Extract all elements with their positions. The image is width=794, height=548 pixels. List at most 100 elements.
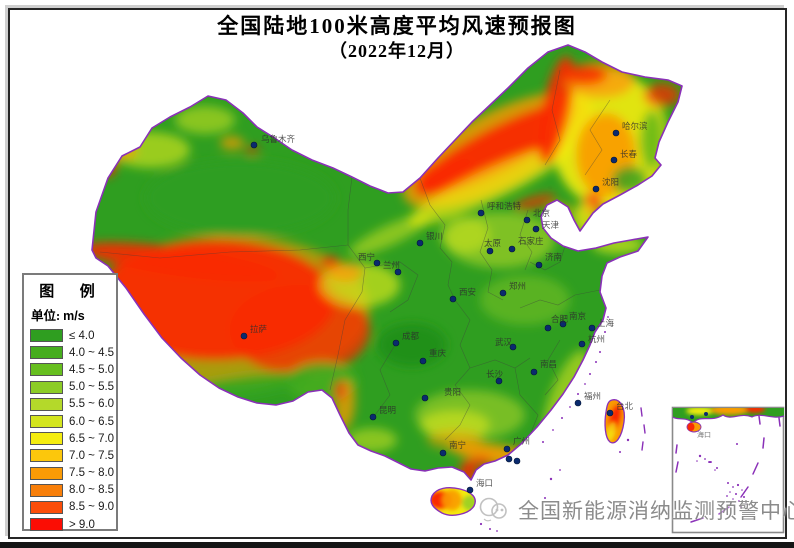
city-label: 重庆 [429,348,447,358]
legend-item-label: ≤ 4.0 [69,329,95,342]
coastal-islands [479,316,630,532]
city-marker [513,457,521,465]
city-marker-乌鲁木齐 [250,141,258,149]
watermark: 全国新能源消纳监测预警中心 [477,495,794,525]
city-label: 广州 [513,436,530,446]
legend-swatch [30,466,63,480]
city-label: 长沙 [486,369,504,379]
city-label: 乌鲁木齐 [261,134,296,144]
city-label: 西安 [459,287,476,297]
city-marker-天津 [532,225,540,233]
city-marker-海口 [466,486,474,494]
legend-swatch [30,380,63,394]
hainan-island [430,487,476,516]
city-label: 北京 [533,208,550,218]
city-label: 拉萨 [250,324,268,334]
legend-swatch [30,363,63,377]
legend-item: 6.5 ~ 7.0 [24,430,116,447]
city-marker-哈尔滨 [612,129,620,137]
city-label: 南京 [569,311,586,321]
legend-swatch [30,432,63,446]
city-marker-北京 [523,216,531,224]
legend-item: 6.0 ~ 6.5 [24,413,116,430]
legend-swatch [30,397,63,411]
legend-item-label: 6.0 ~ 6.5 [69,415,115,428]
map-subtitle: （2022年12月） [329,41,465,61]
legend-item-label: 4.0 ~ 4.5 [69,346,115,359]
city-label: 太原 [484,238,501,248]
legend-item: 7.5 ~ 8.0 [24,465,116,482]
city-marker-南京 [559,320,567,328]
city-marker-长春 [610,156,618,164]
city-label: 石家庄 [518,236,544,246]
city-label: 台北 [616,401,634,411]
city-label: 西宁 [358,252,375,262]
city-label: 济南 [545,252,562,262]
legend-item-label: 7.0 ~ 7.5 [69,449,115,462]
sea-islands [696,443,747,508]
legend-swatch [30,500,63,514]
city-label: 天津 [542,220,560,230]
city-label: 福州 [584,391,601,401]
legend-item: 5.0 ~ 5.5 [24,379,116,396]
legend-item-label: 5.0 ~ 5.5 [69,381,115,394]
legend-item-label: 7.5 ~ 8.0 [69,467,115,480]
legend-item: 4.0 ~ 4.5 [24,344,116,361]
legend-unit: 单位: m/s [31,305,116,324]
city-marker-台北 [606,409,614,417]
city-label: 南宁 [449,440,466,450]
legend-swatch [30,449,63,463]
city-label: 南昌 [540,359,557,369]
legend-unit-value: m/s [63,309,85,323]
legend-item: > 9.0 [24,516,116,533]
legend-item-label: 4.5 ~ 5.0 [69,363,115,376]
city-marker [505,455,513,463]
city-label: 贵阳 [444,387,461,397]
legend-item-label: 8.5 ~ 9.0 [69,501,115,514]
legend-item-label: > 9.0 [69,518,95,531]
legend-swatch [30,346,63,360]
title-block: 全国陆地100米高度平均风速预报图 （2022年12月） [0,13,794,63]
city-marker-太原 [486,247,494,255]
legend-title: 图 例 [39,284,101,300]
bottom-black-bar [0,542,794,548]
legend-item-label: 6.5 ~ 7.0 [69,432,115,445]
city-marker-贵阳 [421,394,429,402]
city-marker-成都 [392,339,400,347]
city-label: 杭州 [588,334,605,344]
legend-item: 7.0 ~ 7.5 [24,447,116,464]
city-marker-银川 [416,239,424,247]
watermark-logo-icon [479,497,507,522]
china-coastline [91,44,683,481]
city-label: 合肥 [551,314,569,324]
legend-item-label: 5.5 ~ 6.0 [69,398,115,411]
city-marker-西宁 [373,259,381,267]
city-label: 海口 [476,478,493,488]
city-label: 兰州 [383,260,400,270]
city-marker-杭州 [578,340,586,348]
city-label: 昆明 [379,405,396,415]
legend-item: 5.5 ~ 6.0 [24,396,116,413]
legend-swatch [30,329,63,343]
city-label: 沈阳 [602,177,619,187]
legend-item: ≤ 4.0 [24,327,116,344]
city-label: 银川 [426,231,443,241]
watermark-text: 全国新能源消纳监测预警中心 [518,500,794,523]
legend-item: 4.5 ~ 5.0 [24,361,116,378]
province-borders [99,69,611,441]
city-marker-呼和浩特 [477,209,485,217]
legend-item-label: 8.0 ~ 8.5 [69,484,115,497]
city-marker-南宁 [439,449,447,457]
city-marker-济南 [535,261,543,269]
city-marker-郑州 [499,289,507,297]
legend-swatch [30,518,63,532]
nine-dash-line [675,415,781,523]
city-label: 成都 [402,331,420,341]
city-label: 武汉 [495,337,513,347]
legend-item: 8.5 ~ 9.0 [24,499,116,516]
legend-swatch [30,415,63,429]
city-marker-重庆 [419,357,427,365]
city-marker-长沙 [495,377,503,385]
